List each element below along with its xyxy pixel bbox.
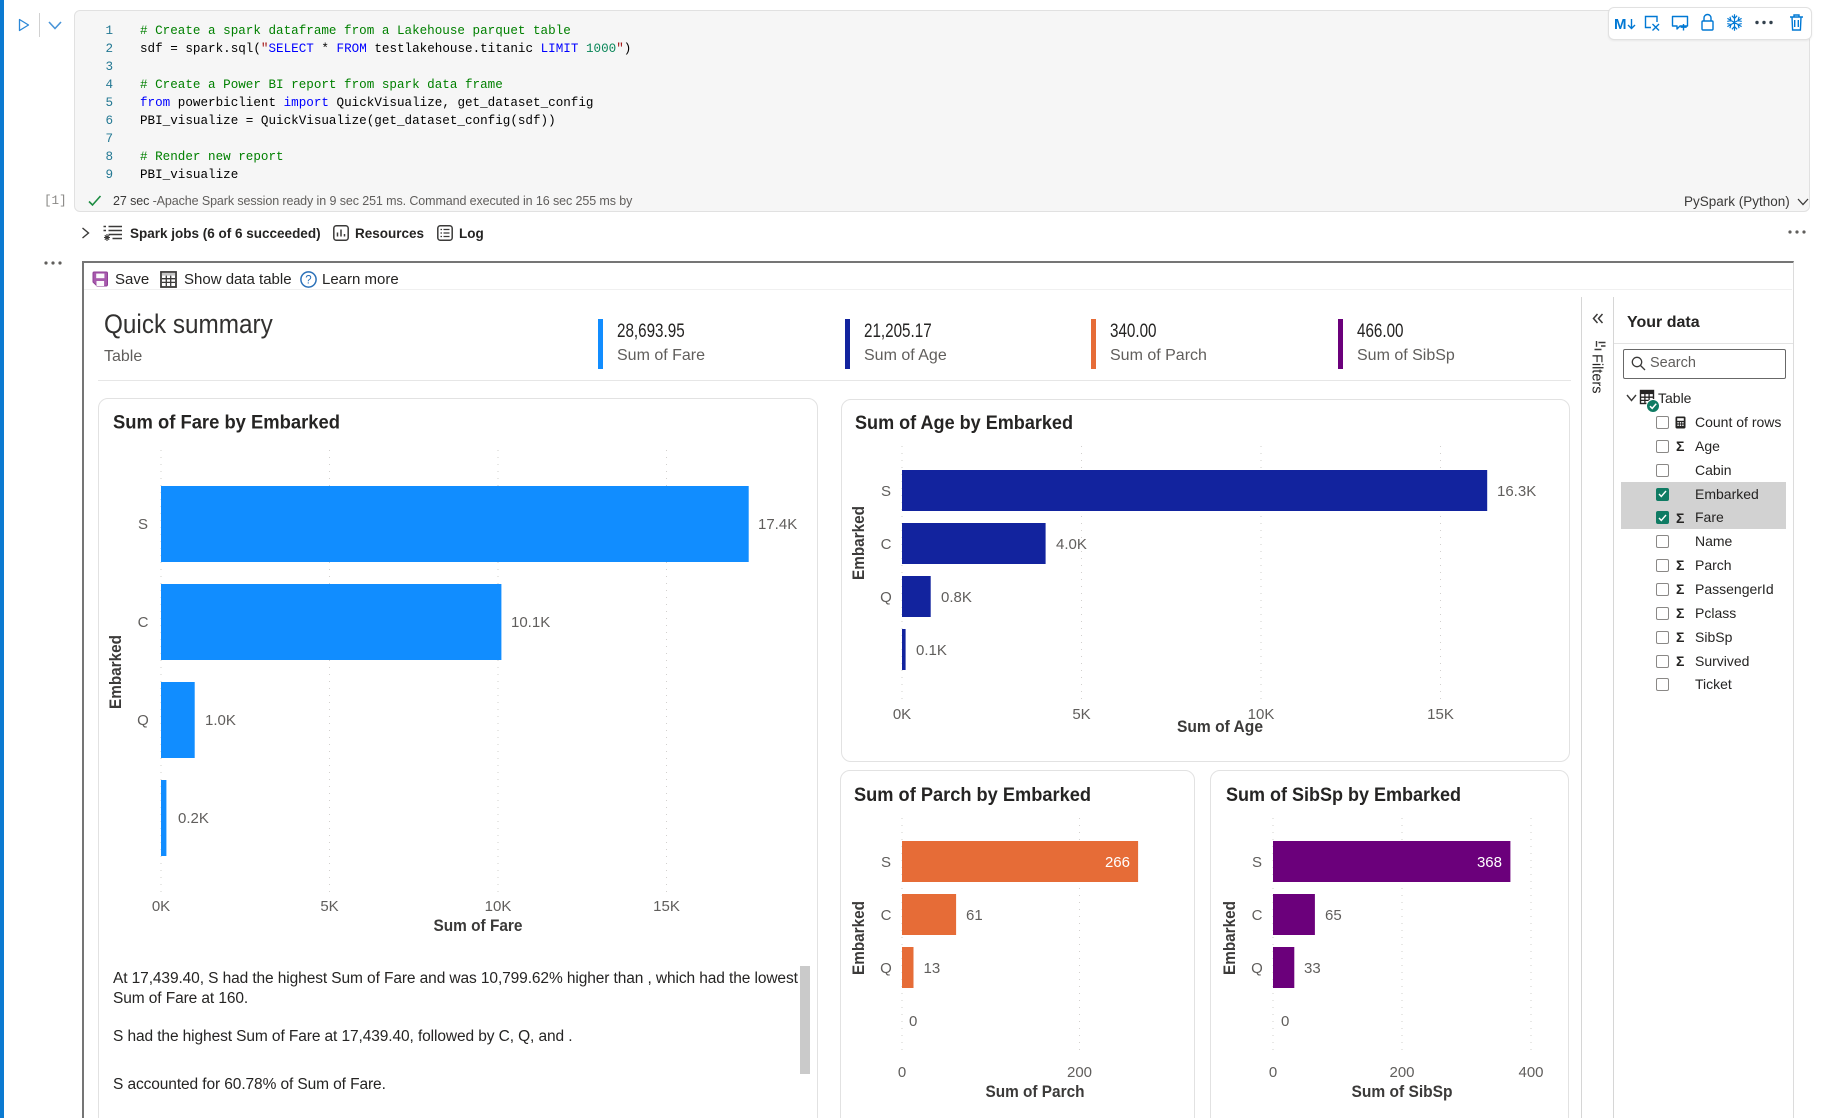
svg-text:Q: Q	[880, 589, 892, 606]
svg-text:Sum of Fare: Sum of Fare	[434, 916, 523, 935]
svg-text:C: C	[138, 614, 149, 631]
svg-text:16.3K: 16.3K	[1497, 483, 1536, 500]
svg-text:Sum of Fare by Embarked: Sum of Fare by Embarked	[113, 413, 340, 434]
svg-text:Sum of Parch by Embarked: Sum of Parch by Embarked	[854, 785, 1091, 806]
svg-text:Q: Q	[137, 712, 149, 729]
svg-text:0K: 0K	[893, 706, 911, 723]
svg-text:61: 61	[966, 907, 983, 924]
svg-text:10K: 10K	[485, 898, 512, 915]
svg-text:17.4K: 17.4K	[758, 516, 797, 533]
svg-text:Embarked: Embarked	[849, 506, 868, 580]
svg-text:266: 266	[1105, 854, 1130, 871]
svg-text:?: ?	[305, 275, 311, 287]
svg-text:13: 13	[924, 960, 941, 977]
svg-text:0.8K: 0.8K	[941, 589, 972, 606]
svg-text:Sum of Age: Sum of Age	[1177, 717, 1263, 736]
svg-text:Q: Q	[880, 960, 892, 977]
svg-text:15K: 15K	[1427, 706, 1454, 723]
svg-text:0K: 0K	[152, 898, 170, 915]
svg-text:C: C	[881, 907, 892, 924]
svg-text:C: C	[1252, 907, 1263, 924]
svg-text:200: 200	[1389, 1064, 1414, 1081]
svg-text:33: 33	[1304, 960, 1321, 977]
svg-text:65: 65	[1325, 907, 1342, 924]
svg-text:10K: 10K	[1248, 706, 1275, 723]
svg-text:1.0K: 1.0K	[205, 712, 236, 729]
svg-text:15K: 15K	[653, 898, 680, 915]
svg-text:0.2K: 0.2K	[178, 810, 209, 827]
svg-text:368: 368	[1477, 854, 1502, 871]
svg-text:200: 200	[1067, 1064, 1092, 1081]
svg-text:S: S	[138, 516, 148, 533]
svg-text:Sum of SibSp by Embarked: Sum of SibSp by Embarked	[1226, 785, 1461, 806]
svg-text:0: 0	[909, 1013, 917, 1030]
svg-text:S: S	[881, 854, 891, 871]
svg-text:Sum of Parch: Sum of Parch	[986, 1082, 1085, 1101]
svg-text:C: C	[881, 536, 892, 553]
svg-text:Sum of Age by Embarked: Sum of Age by Embarked	[855, 413, 1073, 434]
svg-text:Embarked: Embarked	[1220, 901, 1239, 975]
svg-text:4.0K: 4.0K	[1056, 536, 1087, 553]
svg-text:Embarked: Embarked	[849, 901, 868, 975]
svg-text:5K: 5K	[320, 898, 338, 915]
svg-text:S: S	[881, 483, 891, 500]
svg-text:10.1K: 10.1K	[511, 614, 550, 631]
svg-text:0: 0	[1269, 1064, 1277, 1081]
svg-text:Embarked: Embarked	[106, 635, 125, 709]
svg-text:M: M	[1614, 16, 1627, 33]
svg-text:S: S	[1252, 854, 1262, 871]
svg-text:Sum of SibSp: Sum of SibSp	[1352, 1082, 1453, 1101]
svg-text:0: 0	[898, 1064, 906, 1081]
svg-text:Q: Q	[1251, 960, 1263, 977]
svg-text:5K: 5K	[1072, 706, 1090, 723]
svg-text:0: 0	[1281, 1013, 1289, 1030]
svg-text:0.1K: 0.1K	[916, 642, 947, 659]
svg-text:400: 400	[1518, 1064, 1543, 1081]
